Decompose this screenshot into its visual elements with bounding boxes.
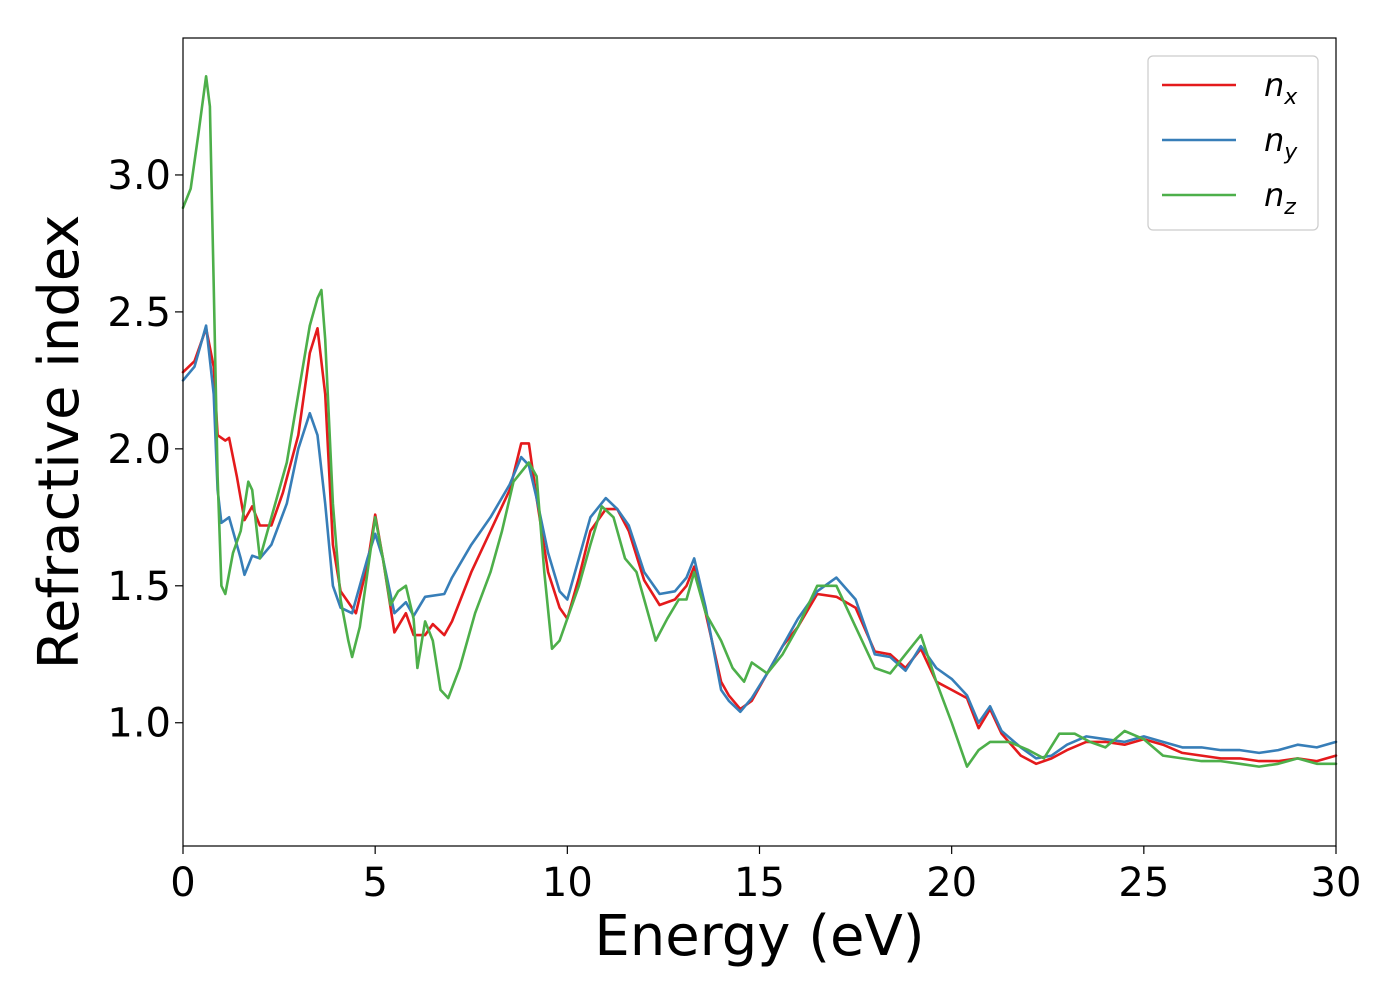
- series-line-nz: [181, 75, 1338, 768]
- x-axis-ticks: 0 5 10 15 20 25 30: [170, 846, 1361, 906]
- series-line-ny: [181, 324, 1338, 760]
- y-tick-label: 1.0: [107, 701, 171, 747]
- x-tick-label: 25: [1118, 860, 1169, 906]
- x-tick-label: 0: [170, 860, 195, 906]
- x-tick-label: 10: [542, 860, 593, 906]
- y-axis-ticks: 1.0 1.5 2.0 2.5 3.0: [107, 153, 183, 747]
- legend-box: [1147, 55, 1319, 231]
- x-tick-label: 15: [734, 860, 785, 906]
- y-axis-title: Refractive index: [27, 215, 92, 670]
- y-tick-label: 3.0: [107, 153, 171, 199]
- x-tick-label: 20: [926, 860, 977, 906]
- x-axis-title: Energy (eV): [594, 904, 924, 969]
- x-tick-label: 30: [1311, 860, 1362, 906]
- series-line-nx: [181, 327, 1338, 766]
- x-tick-label: 5: [362, 860, 387, 906]
- y-tick-label: 2.5: [107, 290, 171, 336]
- y-tick-label: 1.5: [107, 564, 171, 610]
- y-tick-label: 2.0: [107, 427, 171, 473]
- legend-label-nx: nx: [1264, 66, 1298, 110]
- series-layer: [181, 75, 1338, 768]
